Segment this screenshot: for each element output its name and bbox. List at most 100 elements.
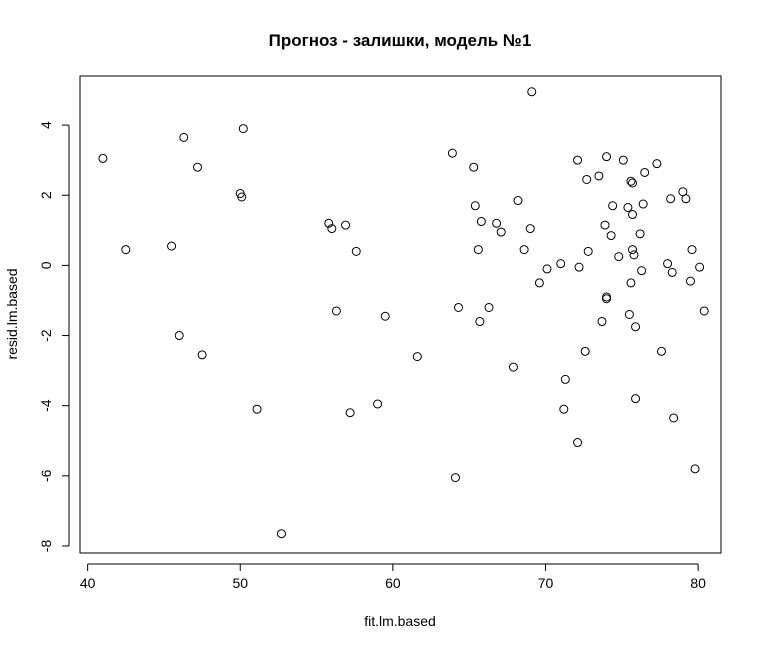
data-point [98,153,108,163]
data-point [252,404,262,414]
x-axis-label: fit.lm.based [364,613,436,629]
data-point [534,278,544,288]
y-tick-label: -8 [38,540,54,553]
data-point [484,302,494,312]
data-point [492,218,502,228]
data-point [513,196,523,206]
data-point [663,259,673,269]
data-point [624,310,634,319]
data-point [167,241,177,251]
data-point [597,317,607,327]
data-point [469,162,479,172]
data-point [327,224,337,234]
data-point [345,408,355,418]
data-point [602,152,612,162]
data-point [574,262,584,272]
x-tick-label: 70 [538,575,554,591]
data-point [580,346,590,356]
data-point [556,259,566,269]
data-point [629,250,639,260]
data-point [583,246,593,256]
data-point [476,217,486,227]
y-tick-label: 2 [38,191,54,199]
data-point [508,362,518,372]
data-point [450,473,460,483]
data-point [600,220,610,230]
data-point [652,159,662,169]
data-point [331,306,341,316]
plot-area-box [79,75,722,554]
data-point [638,199,648,209]
y-tick-label: 0 [38,261,54,269]
data-point [542,264,552,274]
data-point [573,155,583,165]
y-tick-label: -4 [38,399,54,412]
data-point [527,87,537,97]
data-point [193,162,203,172]
data-point [666,194,676,204]
data-point [627,210,637,220]
y-tick-label: 4 [38,121,54,129]
data-point [174,331,184,341]
data-point [656,346,666,356]
data-point [525,224,535,234]
data-point [351,246,361,256]
data-point [627,178,637,188]
data-point [238,124,248,134]
data-point [635,229,645,239]
data-point [559,404,569,414]
data-point [519,245,529,255]
data-point [496,227,506,237]
data-point [470,201,480,211]
data-point [121,245,131,255]
y-tick-label: -6 [38,469,54,482]
data-point [473,245,483,255]
data-point [341,220,351,230]
data-point [685,276,695,286]
data-point [453,302,463,312]
data-point [631,394,641,404]
data-point [606,231,616,241]
data-point [380,311,390,321]
data-point [699,306,709,316]
x-axis: 40 50 60 70 80 [80,563,706,591]
data-point [623,203,633,213]
data-point [475,317,485,327]
data-point [594,171,604,181]
data-point [608,201,618,211]
data-point [640,167,650,177]
data-points [98,87,709,539]
data-point [179,132,189,142]
data-point [582,174,592,184]
x-tick-label: 40 [80,575,96,591]
data-point [373,399,383,409]
data-point [602,294,612,304]
data-point [197,350,207,360]
y-tick-label: -2 [38,329,54,342]
data-point [687,245,697,255]
x-tick-label: 50 [232,575,248,591]
y-axis: -8 -6 -4 -2 0 2 4 [38,121,70,553]
data-point [618,155,628,165]
data-point [631,322,641,332]
data-point [690,464,700,474]
data-point [667,267,677,277]
data-point [626,278,636,288]
data-point [627,245,637,255]
data-point [237,192,247,202]
y-axis-label: resid.lm.based [4,268,20,359]
x-tick-label: 60 [385,575,401,591]
data-point [669,413,679,423]
data-point [324,218,334,228]
chart-title: Прогноз - залишки, модель №1 [269,31,532,50]
data-point [573,438,583,448]
data-point [614,252,624,262]
data-point [276,529,286,539]
data-point [447,148,457,158]
data-point [560,374,570,384]
data-point [681,194,691,204]
data-point [412,352,422,362]
data-point [626,176,636,186]
